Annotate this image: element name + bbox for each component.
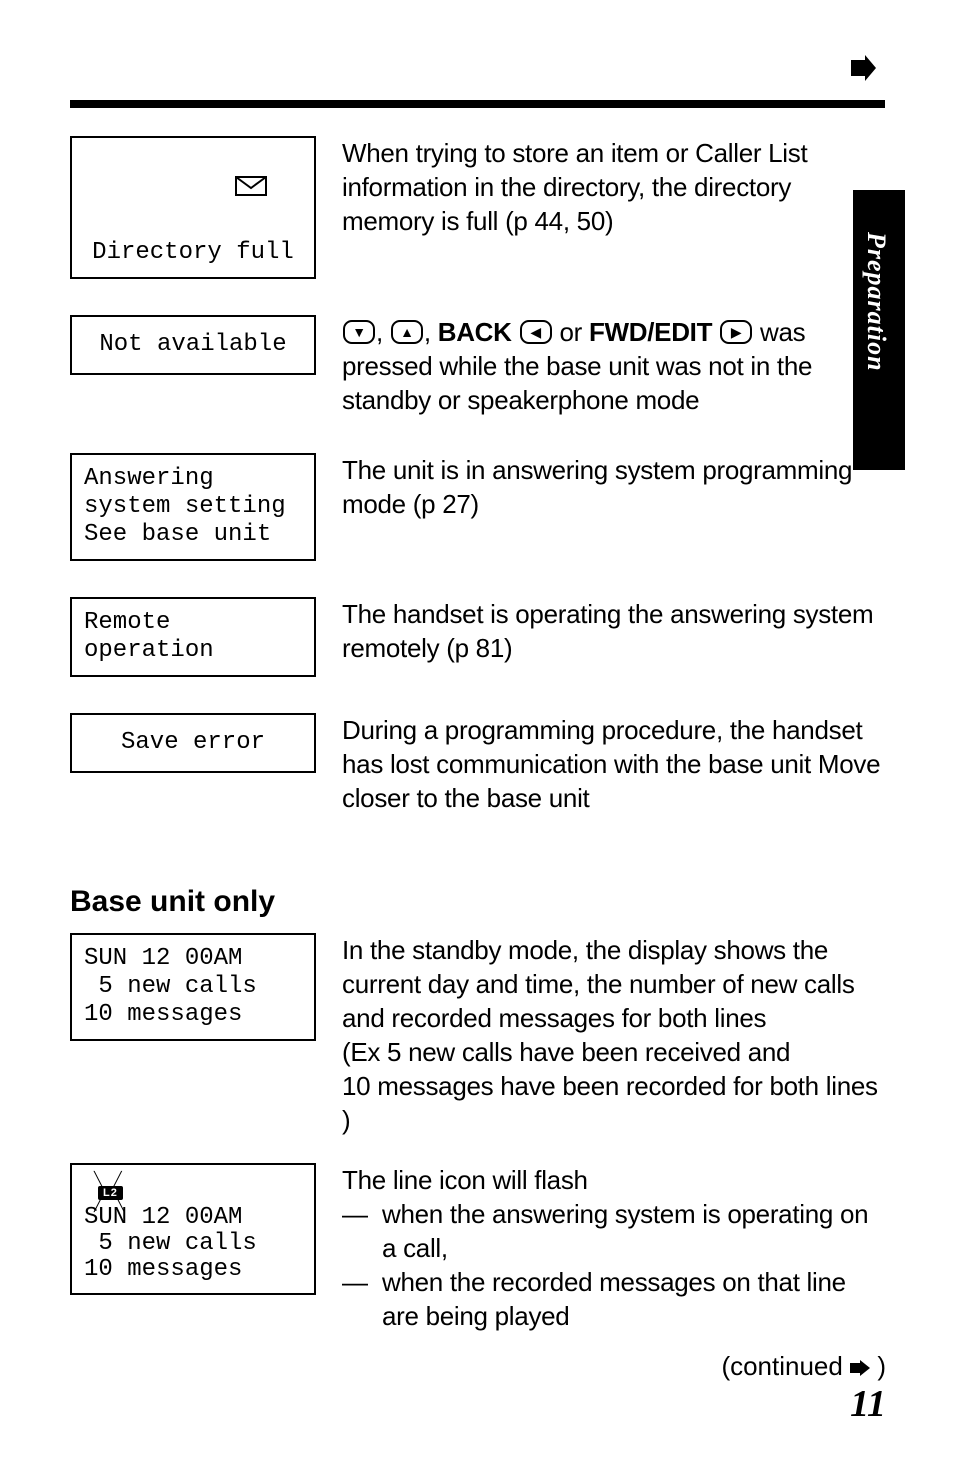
description-text: In the standby mode, the display shows t… <box>342 933 885 1137</box>
description-lead: The line icon will flash <box>342 1163 885 1197</box>
right-key-icon: ▶ <box>720 320 752 344</box>
lcd-display: Save error <box>70 713 316 773</box>
display-row: SUN 12 00AM 5 new calls 10 messages In t… <box>70 933 885 1137</box>
description-text: The line icon will flash — when the answ… <box>342 1163 885 1333</box>
dash-icon: — <box>342 1265 382 1333</box>
description-text: ▼, ▲, BACK ◀ or FWD/EDIT ▶ was pressed w… <box>342 315 885 417</box>
lcd-line: Answering <box>84 465 302 493</box>
list-item-text: when the recorded messages on that line … <box>382 1265 885 1333</box>
description-text: The unit is in answering system programm… <box>342 453 885 521</box>
section-tab-label: Preparation <box>861 232 891 372</box>
lcd-line: Save error <box>121 729 265 757</box>
description-text: When trying to store an item or Caller L… <box>342 136 885 238</box>
lcd-line: 5 new calls <box>84 1231 302 1257</box>
display-row: Save error During a programming procedur… <box>70 713 885 815</box>
lcd-line: Directory full <box>92 239 294 267</box>
lcd-display: Directory full <box>70 136 316 279</box>
page-footer: (continued ) 11 <box>721 1351 886 1426</box>
display-row: Remote operation The handset is operatin… <box>70 597 885 677</box>
envelope-icon <box>119 148 266 233</box>
up-key-icon: ▲ <box>391 320 423 344</box>
lcd-line: 10 messages <box>84 1257 302 1283</box>
key-label: FWD/EDIT <box>589 317 712 347</box>
lcd-display: Not available <box>70 315 316 375</box>
lcd-line: SUN 12 00AM <box>84 945 302 973</box>
page-number: 11 <box>721 1382 886 1426</box>
lcd-line: 10 messages <box>84 1001 302 1029</box>
list-item: — when the recorded messages on that lin… <box>342 1265 885 1333</box>
down-key-icon: ▼ <box>343 320 375 344</box>
display-row: Answering system setting See base unit T… <box>70 453 885 561</box>
lcd-line: See base unit <box>84 521 302 549</box>
lcd-display: Answering system setting See base unit <box>70 453 316 561</box>
lcd-line: 5 new calls <box>84 973 302 1001</box>
description-text: The handset is operating the answering s… <box>342 597 885 665</box>
lcd-line: SUN 12 00AM <box>84 1205 302 1231</box>
list-item: — when the answering system is operating… <box>342 1197 885 1265</box>
dash-icon: — <box>342 1197 382 1265</box>
lcd-line: Remote <box>84 609 302 637</box>
list-item-text: when the answering system is operating o… <box>382 1197 885 1265</box>
display-row: Not available ▼, ▲, BACK ◀ or FWD/EDIT ▶… <box>70 315 885 417</box>
lcd-line: system setting <box>84 493 302 521</box>
description-text: During a programming procedure, the hand… <box>342 713 885 815</box>
continued-label: (continued <box>721 1351 842 1381</box>
lcd-display: ╲ ╱ L2 ╱ ╲ SUN 12 00AM 5 new calls 10 me… <box>70 1163 316 1295</box>
horizontal-rule <box>70 100 885 108</box>
lcd-line: operation <box>84 637 302 665</box>
line-badge: L2 <box>98 1186 123 1200</box>
left-key-icon: ◀ <box>520 320 552 344</box>
display-row: ╲ ╱ L2 ╱ ╲ SUN 12 00AM 5 new calls 10 me… <box>70 1163 885 1333</box>
lcd-line: Not available <box>99 331 286 359</box>
display-row: Directory full When trying to store an i… <box>70 136 885 279</box>
section-tab: Preparation <box>853 190 905 470</box>
lcd-display: SUN 12 00AM 5 new calls 10 messages <box>70 933 316 1041</box>
section-heading: Base unit only <box>70 885 885 919</box>
arrow-right-icon <box>850 1351 877 1381</box>
flash-marks: ╲ ╱ <box>94 1175 302 1183</box>
key-label: BACK <box>438 317 512 347</box>
forward-arrow-icon <box>849 54 877 87</box>
lcd-display: Remote operation <box>70 597 316 677</box>
